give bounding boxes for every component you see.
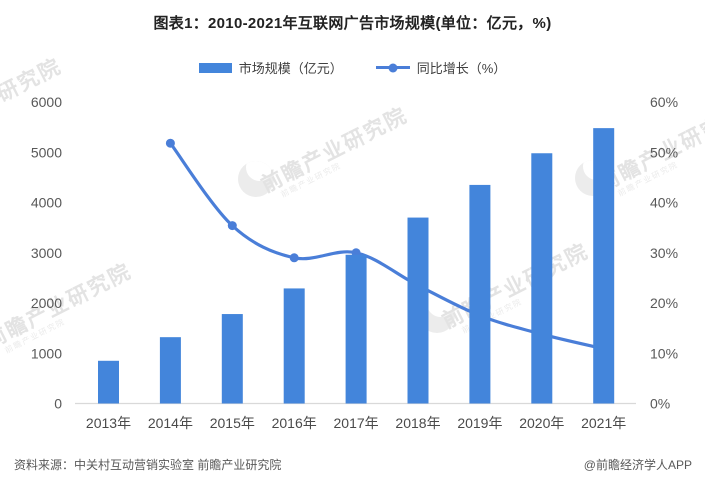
x-axis-label: 2014年 [148,415,193,431]
left-axis-tick: 2000 [31,295,62,311]
bar-2015年 [221,314,243,404]
growth-line-marker [289,253,299,263]
right-axis-tick: 30% [650,245,678,261]
x-axis-label: 2020年 [519,415,564,431]
legend: 市场规模（亿元） 同比增长（%） [0,58,705,77]
right-axis-tick: 60% [650,94,678,110]
x-axis-label: 2017年 [334,415,379,431]
right-axis-tick: 50% [650,144,678,160]
legend-bar-swatch [198,62,232,73]
left-axis-tick: 1000 [31,345,62,361]
legend-line-label: 同比增长（%） [416,61,507,76]
left-axis-tick: 3000 [31,245,62,261]
source-note: 资料来源：中关村互动营销实验室 前瞻产业研究院 [14,458,282,472]
x-axis-label: 2015年 [210,415,255,431]
left-axis-tick: 0 [54,396,62,412]
credit-note: @前瞻经济学人APP [583,458,692,472]
x-axis-label: 2021年 [581,415,626,431]
x-axis-label: 2016年 [272,415,317,431]
bar-2016年 [283,288,305,404]
legend-item-market-size: 市场规模（亿元） [198,58,343,77]
bar-2020年 [531,153,553,404]
x-axis-label: 2019年 [457,415,502,431]
x-axis-label: 2018年 [395,415,440,431]
legend-line-swatch [375,63,410,72]
bar-2013年 [98,360,119,404]
bar-2021年 [593,128,615,404]
x-axis-label: 2013年 [86,415,131,431]
bar-2018年 [407,217,429,404]
right-axis-tick: 40% [650,195,678,211]
left-axis-tick: 5000 [31,144,62,160]
legend-bar-label: 市场规模（亿元） [238,61,343,76]
left-axis-tick: 4000 [31,195,62,211]
left-axis-tick: 6000 [31,94,62,110]
growth-line-marker [165,138,175,148]
legend-line-marker-icon [388,63,398,72]
right-axis-tick: 0% [650,396,670,412]
right-axis-tick: 10% [650,345,678,361]
bar-2017年 [345,254,367,404]
growth-line-marker [227,221,237,231]
legend-item-growth: 同比增长（%） [375,58,507,77]
bar-2019年 [469,184,491,404]
chart-title: 图表1：2010-2021年互联网广告市场规模(单位：亿元，%) [153,15,552,32]
bar-2014年 [159,337,181,404]
right-axis-tick: 20% [650,295,678,311]
